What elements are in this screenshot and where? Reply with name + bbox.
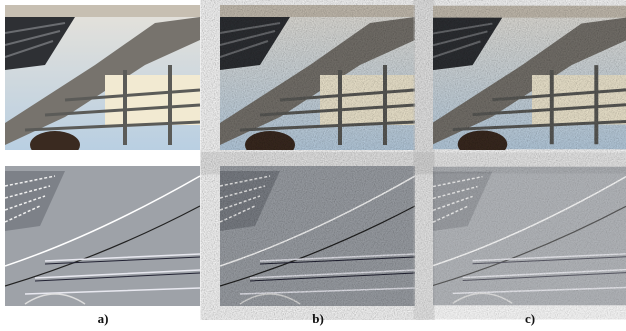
figure: a) b) c) bbox=[0, 0, 626, 331]
panel-label: b) bbox=[312, 311, 324, 326]
detail-result-b bbox=[220, 166, 415, 306]
panel-label: a) bbox=[98, 311, 109, 326]
photo-result-c bbox=[433, 6, 626, 158]
photo-result-b bbox=[220, 5, 415, 159]
detail-result-c bbox=[433, 167, 626, 306]
panel-label: c) bbox=[525, 311, 535, 326]
detail-original bbox=[5, 166, 200, 306]
photo-original bbox=[5, 5, 200, 159]
